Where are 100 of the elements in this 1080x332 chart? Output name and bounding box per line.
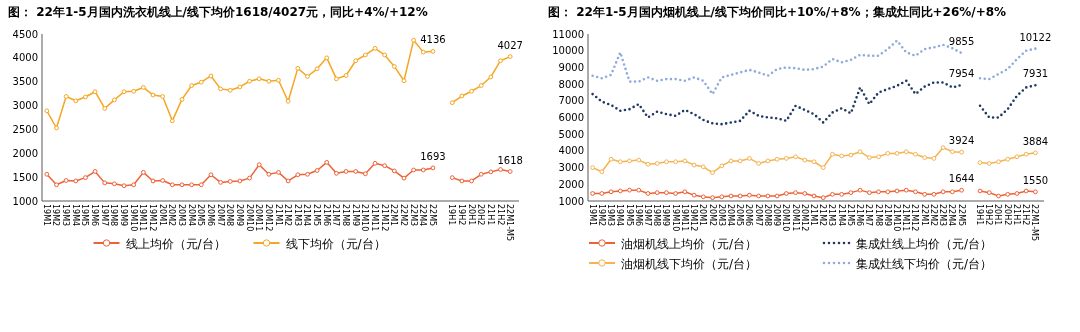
x-tick-label: 21M6 (321, 204, 331, 227)
x-tick-label: 20M11 (790, 204, 800, 232)
x-tick-label: 22M1-M5 (1030, 204, 1040, 242)
x-tick-label: 20M1 (157, 204, 167, 227)
y-tick-label: 3000 (12, 100, 38, 112)
x-tick-label: 19M2 (51, 204, 61, 227)
x-tick-label: 21M3 (827, 204, 837, 227)
x-tick-label: 20M12 (799, 204, 809, 232)
x-tick-label: 22M1-M5 (505, 204, 515, 242)
x-tick-label: 20M12 (263, 204, 273, 232)
x-tick-label: 20M5 (735, 204, 745, 227)
x-tick-label: 19H2 (984, 204, 994, 226)
x-tick-label: 19M10 (670, 204, 680, 232)
x-tick-label: 20H2 (1002, 204, 1012, 226)
x-tick-label: 22M2 (398, 204, 408, 227)
x-tick-label: 19M2 (596, 204, 606, 227)
y-tick-label: 7000 (558, 95, 584, 107)
legend-label: 线上均价（元/台） (125, 236, 226, 251)
legend-label: 集成灶线上均价（元/台） (856, 236, 993, 251)
x-tick-label: 22M1 (389, 204, 399, 227)
x-tick-label: 21M4 (836, 204, 846, 227)
x-tick-label: 19M4 (615, 204, 625, 227)
x-tick-label: 20M6 (205, 204, 215, 227)
x-tick-label: 20M1 (698, 204, 708, 227)
x-tick-label: 21H2 (495, 204, 505, 226)
x-tick-label: 21M12 (910, 204, 920, 232)
x-tick-label: 20M7 (215, 204, 225, 227)
x-tick-label: 19M5 (624, 204, 634, 227)
x-tick-label: 21M11 (370, 204, 380, 232)
x-tick-label: 20H1 (466, 204, 476, 226)
x-tick-label: 22M5 (956, 204, 966, 227)
y-tick-label: 8000 (558, 78, 584, 90)
x-tick-label: 21M11 (901, 204, 911, 232)
x-tick-label: 20M6 (744, 204, 754, 227)
x-tick-label: 21M8 (341, 204, 351, 227)
y-tick-label: 3000 (558, 162, 584, 174)
x-tick-label: 19M10 (128, 204, 138, 232)
x-tick-label: 19M3 (61, 204, 71, 227)
y-tick-label: 6000 (558, 112, 584, 123)
data-label: 10122 (1019, 31, 1052, 43)
x-tick-label: 20M3 (176, 204, 186, 227)
y-tick-label: 10000 (552, 45, 584, 57)
x-tick-label: 19M3 (606, 204, 616, 227)
x-tick-label: 19H1 (975, 204, 985, 226)
x-tick-label: 22M3 (938, 204, 948, 227)
chart-title: 图： 22年1-5月国内洗衣机线上/线下均价1618/4027元，同比+4%/+12% (8, 5, 428, 19)
x-tick-label: 22M2 (928, 204, 938, 227)
x-tick-label: 19M9 (661, 204, 671, 227)
y-tick-label: 3500 (12, 76, 38, 88)
x-tick-label: 19M8 (109, 204, 119, 227)
x-tick-label: 21H2 (1021, 204, 1031, 226)
data-label: 1693 (420, 150, 446, 162)
x-tick-label: 19M9 (119, 204, 129, 227)
x-tick-label: 21M9 (350, 204, 360, 227)
chart-title: 图： 22年1-5月国内烟机线上/线下均价同比+10%/+8%；集成灶同比+26%/+8% (548, 5, 1007, 19)
x-tick-label: 21M12 (379, 204, 389, 232)
x-tick-label: 19M12 (148, 204, 158, 232)
x-tick-label: 19M7 (99, 204, 109, 227)
x-tick-label: 21H1 (1011, 204, 1021, 226)
x-tick-label: 21M4 (302, 204, 312, 227)
x-tick-label: 20H2 (476, 204, 486, 226)
y-tick-label: 11000 (552, 28, 584, 40)
x-tick-label: 21M1 (809, 204, 818, 227)
x-tick-label: 21M5 (845, 204, 855, 227)
x-tick-label: 21M10 (360, 204, 370, 232)
data-label: 4027 (497, 39, 523, 51)
x-tick-label: 20M5 (196, 204, 206, 227)
data-label: 9855 (948, 36, 975, 48)
x-tick-label: 20M8 (762, 204, 772, 227)
x-tick-label: 22M1 (919, 204, 929, 227)
x-tick-label: 21M9 (882, 204, 892, 227)
x-tick-label: 22M4 (418, 204, 428, 227)
data-label: 7931 (1022, 68, 1049, 80)
x-tick-label: 21M2 (283, 204, 293, 227)
x-tick-label: 20M10 (781, 204, 791, 232)
y-tick-label: 2500 (12, 123, 38, 135)
x-tick-label: 22M4 (947, 204, 957, 227)
x-tick-label: 22M3 (408, 204, 418, 227)
x-tick-label: 19M6 (633, 204, 643, 227)
x-tick-label: 19M7 (642, 204, 652, 227)
x-tick-label: 19M11 (679, 204, 689, 232)
x-tick-label: 21M5 (312, 204, 322, 227)
y-tick-label: 4000 (558, 145, 584, 157)
x-tick-label: 20M2 (167, 204, 177, 227)
legend-label: 油烟机线上均价（元/台） (621, 236, 758, 251)
x-tick-label: 20M9 (772, 204, 782, 227)
x-tick-label: 19H2 (456, 204, 466, 226)
x-tick-label: 21M7 (864, 204, 874, 227)
x-tick-label: 19M4 (70, 204, 80, 227)
y-tick-label: 4000 (12, 52, 38, 64)
data-label: 3924 (948, 135, 975, 147)
data-label: 3884 (1022, 135, 1049, 147)
x-tick-label: 21M6 (855, 204, 865, 227)
x-tick-label: 21M8 (873, 204, 883, 227)
x-tick-label: 20M10 (244, 204, 254, 232)
x-tick-label: 19M8 (652, 204, 662, 227)
y-tick-label: 1500 (12, 171, 38, 183)
x-tick-label: 21M1 (273, 204, 283, 227)
x-tick-label: 20M4 (725, 204, 735, 227)
x-tick-label: 21M10 (892, 204, 902, 232)
